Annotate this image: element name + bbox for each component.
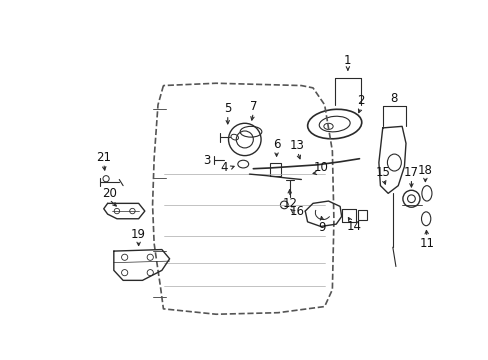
Text: 8: 8 xyxy=(389,92,396,105)
Text: 2: 2 xyxy=(357,94,364,107)
Text: 13: 13 xyxy=(289,139,305,152)
Text: 6: 6 xyxy=(272,138,280,151)
Text: 1: 1 xyxy=(344,54,351,67)
Text: 12: 12 xyxy=(282,197,297,210)
Text: 3: 3 xyxy=(203,154,210,167)
Text: 19: 19 xyxy=(131,228,146,240)
Text: 4: 4 xyxy=(220,161,227,175)
Text: 11: 11 xyxy=(419,237,433,250)
Text: 17: 17 xyxy=(403,166,418,179)
Text: 10: 10 xyxy=(313,161,328,175)
Text: 9: 9 xyxy=(318,221,325,234)
Text: 18: 18 xyxy=(417,164,432,177)
Text: 7: 7 xyxy=(249,100,257,113)
Text: 5: 5 xyxy=(224,102,231,115)
Bar xyxy=(357,210,366,220)
Text: 21: 21 xyxy=(96,150,111,164)
Bar xyxy=(270,163,281,176)
Text: 16: 16 xyxy=(289,204,305,217)
Text: 14: 14 xyxy=(346,220,361,233)
Text: 15: 15 xyxy=(375,166,390,179)
Text: 20: 20 xyxy=(102,187,116,200)
